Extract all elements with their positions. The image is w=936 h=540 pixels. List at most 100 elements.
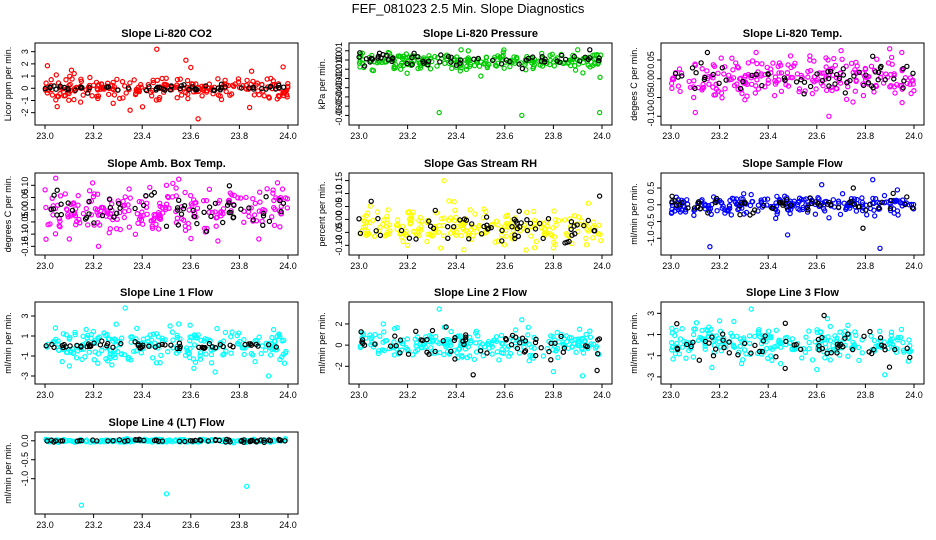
data-point xyxy=(524,227,531,234)
data-point xyxy=(87,74,93,81)
data-point xyxy=(877,328,883,334)
data-point xyxy=(837,329,843,335)
data-point xyxy=(747,340,753,347)
data-point xyxy=(118,351,125,357)
data-point xyxy=(472,211,478,217)
data-point xyxy=(814,71,820,77)
data-point xyxy=(436,340,442,347)
data-point xyxy=(201,209,207,215)
data-point xyxy=(145,438,152,444)
data-point xyxy=(417,65,424,71)
data-point xyxy=(728,212,735,218)
data-point xyxy=(669,193,675,199)
data-point xyxy=(243,483,250,489)
x-tick-label: 24.0 xyxy=(593,261,611,271)
data-point xyxy=(771,92,778,99)
data-point xyxy=(532,226,539,232)
data-point xyxy=(469,223,475,229)
data-point xyxy=(908,348,914,354)
data-point xyxy=(781,75,788,81)
data-point xyxy=(53,438,59,444)
data-point xyxy=(43,343,49,349)
data-point xyxy=(499,346,505,353)
data-point xyxy=(868,333,874,339)
data-point xyxy=(227,190,233,196)
data-point xyxy=(911,87,917,94)
data-point xyxy=(110,100,116,107)
data-point xyxy=(154,77,160,84)
data-point xyxy=(793,79,800,85)
chart-panel-6: Slope Sample Flow ml/min per min. 23.0 23.2… xyxy=(629,158,925,271)
data-point xyxy=(65,200,71,206)
data-point xyxy=(203,351,209,357)
data-point xyxy=(530,54,536,60)
data-point xyxy=(181,202,188,209)
data-point xyxy=(776,337,782,343)
data-point xyxy=(187,438,194,444)
data-point xyxy=(270,190,276,196)
data-point xyxy=(174,94,180,101)
data-point xyxy=(151,437,158,444)
data-point xyxy=(803,334,809,340)
data-point xyxy=(455,355,461,361)
data-point xyxy=(66,437,73,444)
y-tick-label: 0.10 xyxy=(20,177,30,195)
data-point xyxy=(140,336,147,342)
data-point xyxy=(216,197,223,204)
data-point xyxy=(136,198,142,205)
data-point xyxy=(122,305,128,311)
data-point xyxy=(118,340,124,347)
data-point xyxy=(418,337,424,343)
data-point xyxy=(834,341,841,347)
data-point xyxy=(807,83,814,90)
data-point xyxy=(522,338,529,344)
y-tick-label: 0.05 xyxy=(334,198,344,216)
data-point xyxy=(701,76,708,83)
y-tick-label: 1 xyxy=(20,74,30,79)
data-point xyxy=(782,320,789,326)
data-point xyxy=(119,78,126,85)
data-point xyxy=(580,70,586,76)
data-point xyxy=(415,65,421,72)
data-point xyxy=(832,333,838,339)
data-point xyxy=(478,348,484,354)
data-point xyxy=(715,70,721,77)
data-point xyxy=(423,334,429,340)
data-point xyxy=(493,218,500,224)
data-point xyxy=(432,348,438,355)
data-point xyxy=(57,193,64,199)
data-point xyxy=(188,201,194,207)
x-tick-label: 23.0 xyxy=(350,131,368,141)
data-point xyxy=(833,74,840,81)
data-point xyxy=(516,208,522,214)
data-point xyxy=(668,210,675,216)
data-point xyxy=(550,368,557,375)
data-point xyxy=(748,191,754,198)
y-tick-label: 2 xyxy=(334,321,344,326)
data-point xyxy=(557,59,563,65)
data-point xyxy=(587,64,593,70)
data-point xyxy=(551,63,558,69)
data-point xyxy=(359,337,366,343)
data-point xyxy=(263,193,269,200)
x-tick-label: 23.8 xyxy=(231,131,249,141)
chart-title: Slope Line 2 Flow xyxy=(434,287,527,299)
x-tick-label: 23.4 xyxy=(447,390,465,400)
data-point xyxy=(702,343,708,349)
data-point xyxy=(279,186,286,192)
data-point xyxy=(370,67,377,74)
data-point xyxy=(555,217,562,224)
data-point xyxy=(261,93,267,99)
data-point xyxy=(741,340,748,347)
data-point xyxy=(176,438,183,444)
y-axis-label: kPa per min. xyxy=(317,59,327,110)
data-point xyxy=(782,365,788,372)
data-point xyxy=(57,83,64,89)
data-point xyxy=(73,218,80,225)
data-point xyxy=(709,201,715,208)
data-point xyxy=(105,84,112,90)
data-point xyxy=(807,195,813,201)
data-point xyxy=(163,223,170,229)
data-point xyxy=(550,225,556,231)
data-point xyxy=(796,198,803,205)
